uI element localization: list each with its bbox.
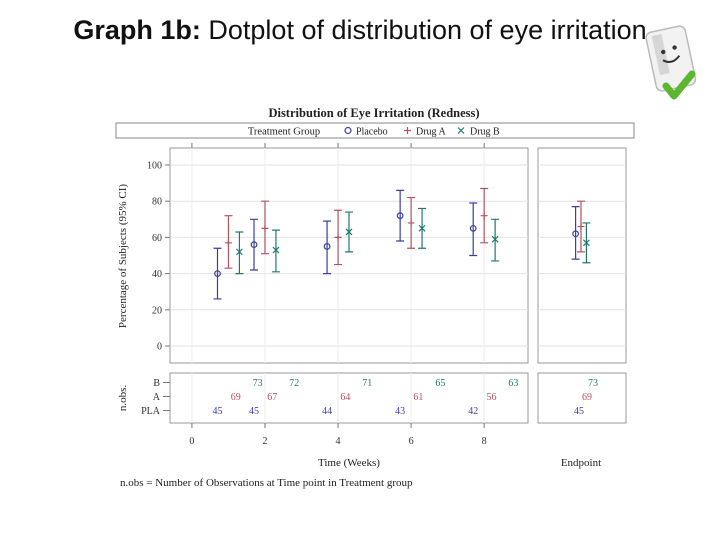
drug-b-error-bar [491, 218, 500, 262]
slide-title: Graph 1b: Dotplot of distribution of eye… [60, 12, 660, 48]
legend-label: Treatment Group [248, 127, 320, 138]
drug-a-endpoint-point [577, 223, 585, 231]
nobs-value: 63 [508, 378, 518, 389]
data-marks [213, 187, 591, 300]
legend-box [115, 122, 635, 139]
nobs-value: 71 [362, 378, 372, 389]
drug-a-point [407, 219, 415, 227]
slide-title-text: Dotplot of distribution of eye irritatio… [208, 15, 647, 45]
drug-b-point [235, 248, 243, 256]
drug-b-point [345, 228, 353, 236]
nobs-value: 64 [340, 392, 350, 403]
nobs-value: 69 [231, 392, 241, 403]
nobs-value: 73 [253, 378, 263, 389]
y-tick-label: 0 [157, 342, 162, 353]
drug-b-point [491, 235, 499, 243]
placebo-error-bar [250, 218, 259, 271]
legend-drug-b-label: Drug B [470, 127, 500, 138]
nobs-row-label: PLA [141, 406, 161, 417]
gridlines [170, 148, 626, 423]
endpoint-plot-panel [537, 147, 627, 364]
nobs-endpoint-value: 69 [582, 392, 592, 403]
nobs-value: 67 [267, 392, 277, 403]
x-tick-label: 8 [482, 436, 487, 447]
drug-a-point [224, 239, 232, 247]
y-tick-label: 60 [152, 233, 162, 244]
x-tick-label: 0 [189, 436, 194, 447]
placebo-error-bar [469, 202, 478, 257]
drug-b-point [272, 246, 280, 254]
drug-a-point [334, 233, 342, 241]
legend-placebo-marker [344, 126, 352, 135]
x-tick-label: 2 [262, 436, 267, 447]
footnote: n.obs = Number of Observations at Time p… [120, 477, 413, 489]
placebo-error-bar [213, 247, 222, 300]
x-axis: 0 2 4 6 8 [189, 143, 487, 447]
legend-drug-b-marker [457, 127, 465, 134]
x-tick-label: 6 [409, 436, 414, 447]
nobs-endpoint-value: 73 [588, 378, 598, 389]
drug-b-point [418, 224, 426, 232]
y-tick-label: 80 [152, 197, 162, 208]
placebo-endpoint-point [572, 230, 579, 238]
nobs-value: 42 [468, 406, 478, 417]
legend-drug-a-label: Drug A [416, 127, 447, 138]
placebo-point [469, 224, 477, 232]
placebo-endpoint-error-bar [571, 206, 580, 260]
main-nobs-panel [169, 372, 529, 424]
nobs-table: B 73 72 71 65 63 73 A 69 67 64 61 56 69 PLA 45 45 44 43 42 4… [141, 378, 598, 417]
y-tick-label: 20 [152, 305, 162, 316]
legend-placebo-label: Placebo [356, 127, 388, 138]
placebo-point [323, 243, 331, 250]
placebo-point [250, 241, 258, 249]
nobs-row-label: A [153, 392, 161, 403]
placebo-error-bar [323, 220, 332, 275]
drug-b-error-bar [235, 231, 244, 275]
nobs-value: 45 [212, 406, 222, 417]
main-plot-panel [169, 147, 529, 364]
y-axis-label: Percentage of Subjects (95% CI) [117, 184, 129, 329]
legend-drug-a-marker [404, 127, 411, 134]
y-axis: 0 20 40 60 80 100 [147, 161, 170, 353]
nobs-value: 65 [435, 378, 445, 389]
nobs-value: 56 [486, 392, 496, 403]
y-tick-label: 40 [152, 269, 162, 280]
nobs-label: n.obs. [117, 385, 129, 412]
slide-title-bold: Graph 1b: [73, 15, 201, 45]
x-axis-label: Time (Weeks) [318, 457, 380, 469]
endpoint-nobs-panel [537, 372, 627, 424]
placebo-point [214, 270, 221, 278]
drug-b-error-bar [271, 229, 280, 273]
x-tick-label: 4 [336, 436, 341, 447]
nobs-endpoint-value: 45 [574, 406, 584, 417]
drug-a-point [480, 212, 488, 220]
nobs-row-label: B [153, 378, 160, 389]
nobs-value: 72 [289, 378, 299, 389]
nobs-value: 61 [413, 392, 423, 403]
chart-title: Distribution of Eye Irritation (Redness) [268, 106, 479, 120]
nobs-value: 44 [322, 406, 332, 417]
nobs-value: 43 [395, 406, 405, 417]
endpoint-label: Endpoint [561, 457, 601, 469]
drug-a-point [261, 224, 269, 232]
checkmark-mascot-icon [645, 25, 697, 100]
placebo-error-bar [396, 189, 405, 242]
drug-b-endpoint-point [582, 239, 590, 247]
placebo-point [396, 212, 404, 220]
y-tick-label: 100 [147, 161, 162, 172]
nobs-value: 45 [249, 406, 259, 417]
